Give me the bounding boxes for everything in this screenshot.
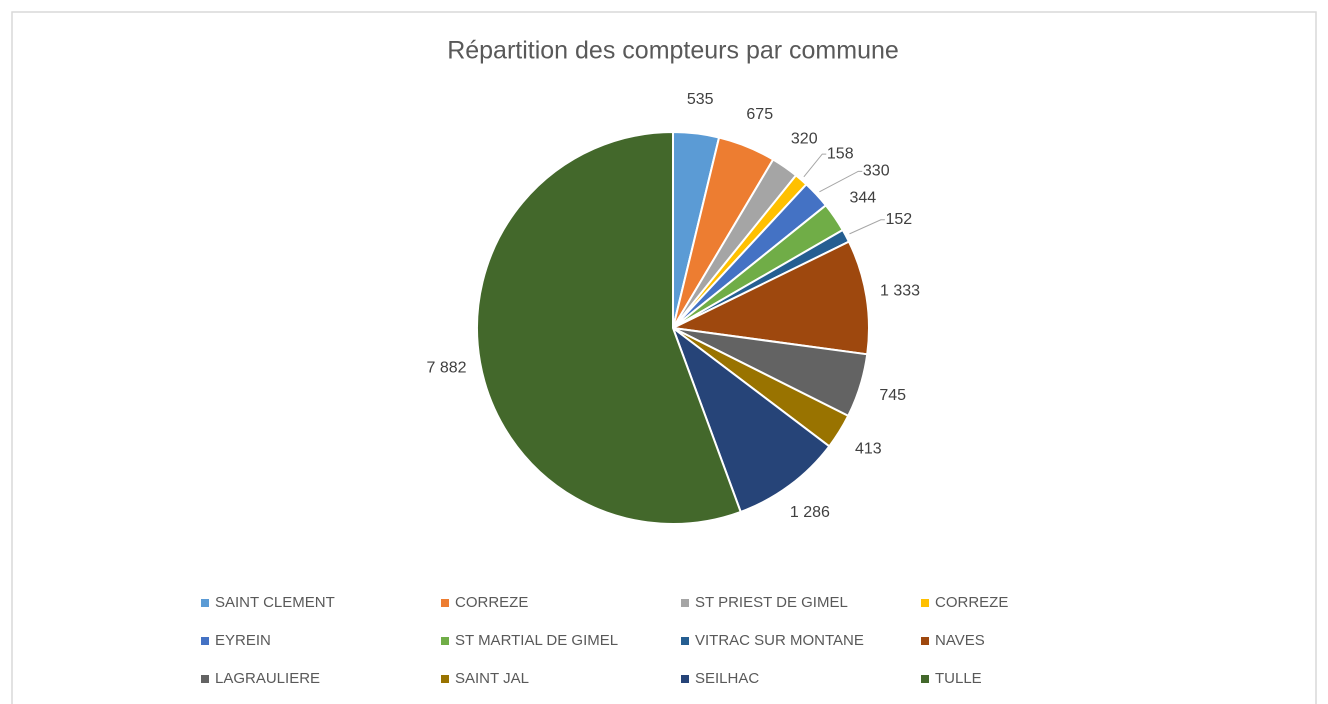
legend-label: EYREIN [215,632,271,649]
data-label: 344 [849,189,876,206]
chart-title: Répartition des compteurs par commune [447,37,899,65]
legend-swatch [441,675,449,683]
data-label: 745 [879,387,906,404]
pie-slice [476,130,742,525]
leader-line [819,170,863,193]
legend-label: ST MARTIAL DE GIMEL [455,632,618,649]
data-label: 1 286 [790,504,830,521]
legend-swatch [681,675,689,683]
data-label: 320 [791,130,818,147]
leader-line [849,219,885,235]
pie-slice [670,325,831,514]
legend-swatch [201,637,209,645]
data-label: 535 [687,91,714,108]
chart-frame [11,11,1317,704]
legend-swatch [921,599,929,607]
legend-label: CORREZE [935,594,1008,611]
legend-label: NAVES [935,632,985,649]
legend-swatch [201,675,209,683]
legend-swatch [681,637,689,645]
legend-label: SEILHAC [695,670,759,687]
legend-label: SAINT JAL [455,670,529,687]
data-label: 675 [746,106,773,123]
data-label: 1 333 [880,282,920,299]
data-label: 413 [855,441,882,458]
legend-label: VITRAC SUR MONTANE [695,632,864,649]
data-label: 330 [863,163,890,180]
data-label: 7 882 [427,360,467,377]
legend-label: CORREZE [455,594,528,611]
legend-label: LAGRAULIERE [215,670,320,687]
data-label: 152 [885,211,912,228]
data-label: 158 [827,145,854,162]
legend-swatch [441,637,449,645]
legend-swatch [201,599,209,607]
legend-swatch [441,599,449,607]
leader-line [803,153,827,178]
legend-label: SAINT CLEMENT [215,594,335,611]
legend-swatch [921,637,929,645]
legend-label: ST PRIEST DE GIMEL [695,594,848,611]
legend-label: TULLE [935,670,982,687]
legend-swatch [681,599,689,607]
legend-swatch [921,675,929,683]
pie-slice [669,240,870,356]
